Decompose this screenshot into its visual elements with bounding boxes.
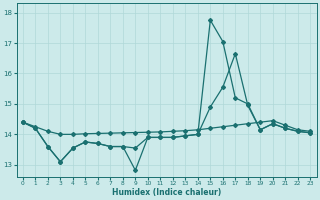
X-axis label: Humidex (Indice chaleur): Humidex (Indice chaleur) [112, 188, 221, 197]
